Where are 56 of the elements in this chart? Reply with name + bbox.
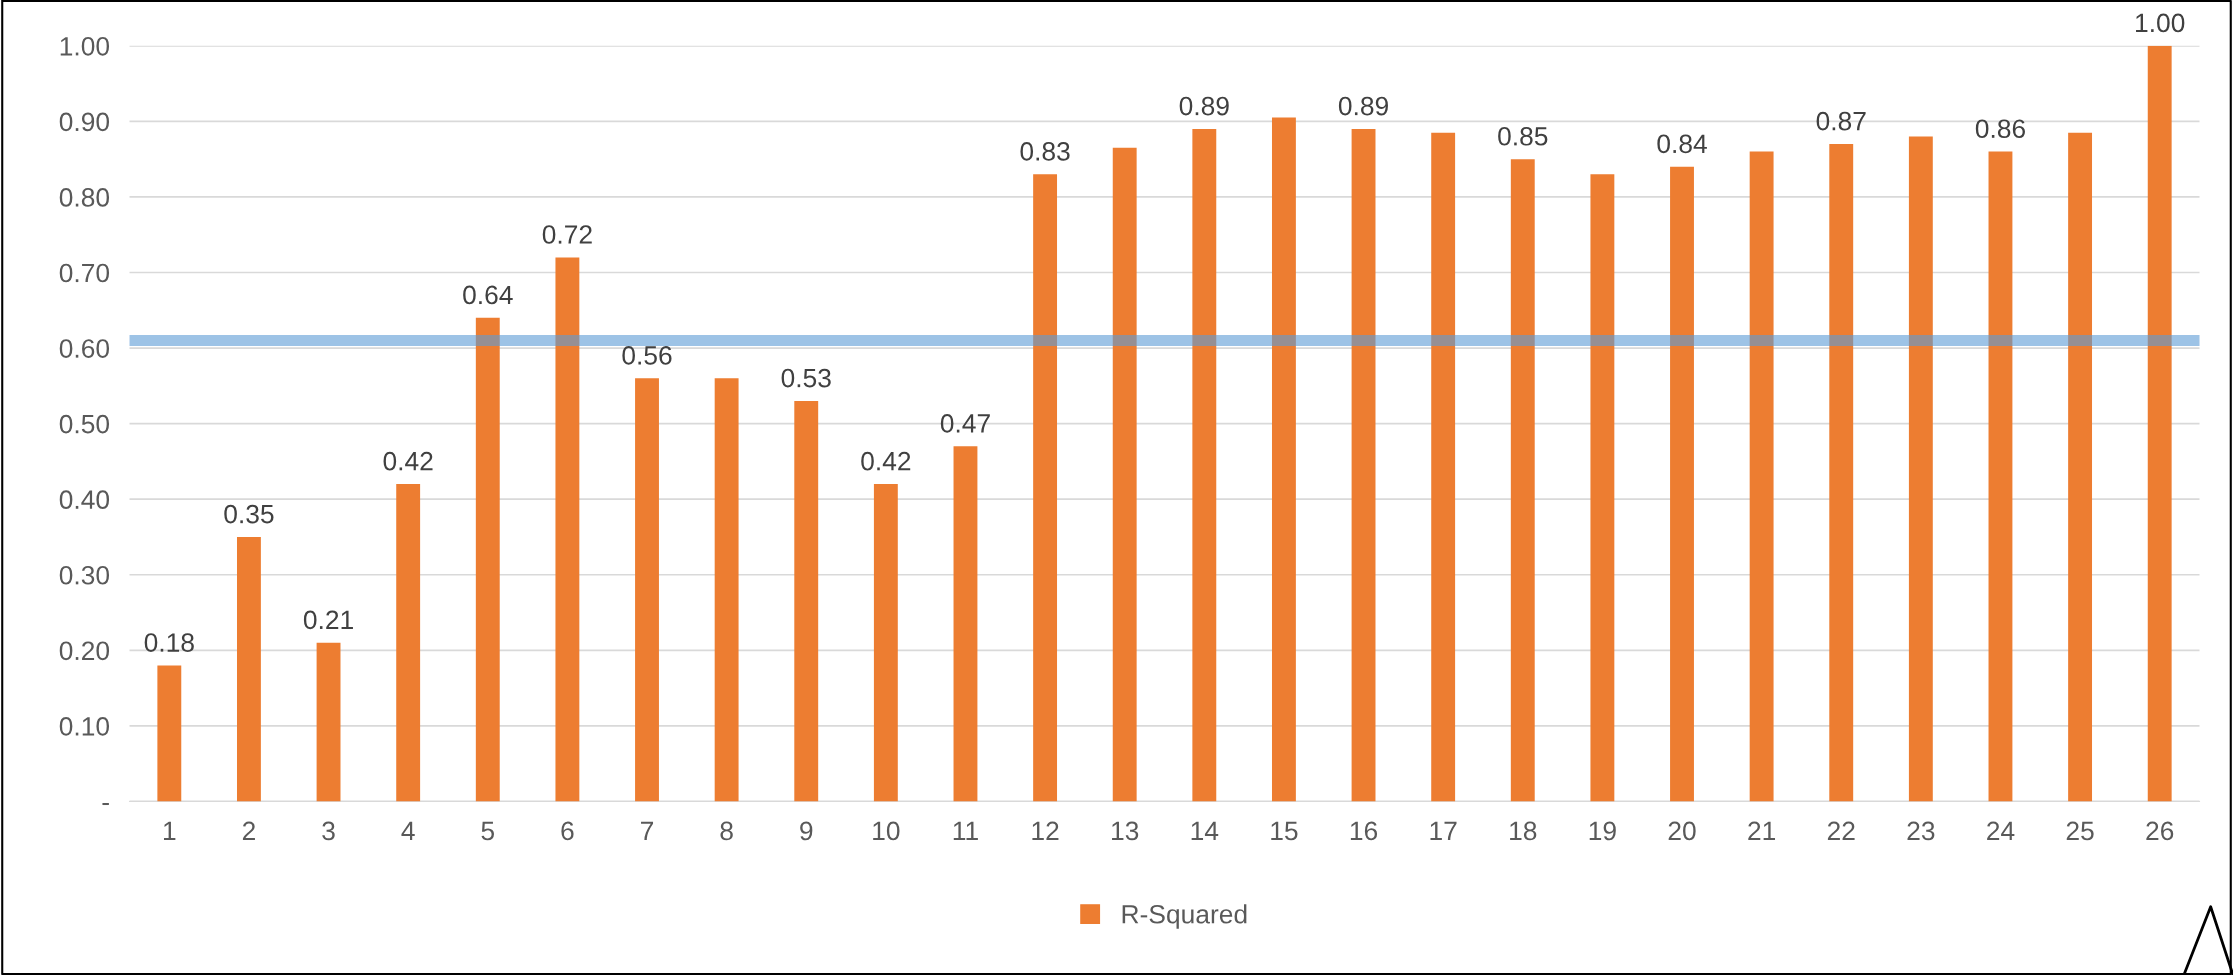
x-tick-label: 8 bbox=[720, 821, 733, 841]
y-tick-label: 0.10 bbox=[59, 717, 110, 736]
data-label: 0.72 bbox=[542, 225, 592, 244]
data-label: 0.87 bbox=[1816, 111, 1866, 131]
x-tick-label: 19 bbox=[1589, 821, 1616, 841]
data-label: 0.56 bbox=[622, 346, 672, 365]
x-tick-label: 18 bbox=[1510, 821, 1537, 841]
data-label: 0.84 bbox=[1657, 134, 1707, 154]
x-tick-label: 5 bbox=[481, 821, 495, 841]
data-label: 0.89 bbox=[1338, 96, 1388, 116]
x-tick-label: 21 bbox=[1748, 821, 1776, 841]
data-label: 0.53 bbox=[781, 368, 831, 388]
data-label: 0.42 bbox=[383, 451, 433, 471]
data-label: 0.47 bbox=[940, 414, 990, 433]
data-label: 0.89 bbox=[1179, 96, 1229, 116]
x-tick-label: 24 bbox=[1987, 821, 2015, 841]
y-tick-label: - bbox=[102, 802, 109, 806]
x-tick-label: 11 bbox=[953, 821, 978, 841]
x-tick-label: 2 bbox=[242, 821, 255, 841]
x-tick-label: 15 bbox=[1271, 821, 1298, 841]
x-tick-label: 10 bbox=[873, 821, 900, 841]
x-tick-label: 23 bbox=[1907, 821, 1935, 841]
data-label: 0.42 bbox=[861, 451, 911, 471]
x-tick-label: 9 bbox=[800, 821, 813, 841]
data-label: 1.00 bbox=[2136, 13, 2185, 33]
x-tick-label: 17 bbox=[1430, 821, 1457, 841]
x-tick-label: 22 bbox=[1827, 821, 1855, 841]
x-tick-label: 25 bbox=[2066, 821, 2094, 841]
y-tick-label: 0.40 bbox=[59, 490, 110, 510]
y-tick-label: 1.00 bbox=[60, 36, 110, 56]
x-tick-label: 6 bbox=[561, 821, 574, 841]
y-tick-label: 0.80 bbox=[59, 188, 110, 207]
data-label: 0.18 bbox=[144, 633, 194, 652]
y-tick-label: 0.20 bbox=[59, 641, 110, 661]
data-label: 0.85 bbox=[1498, 126, 1548, 146]
y-tick-label: 0.70 bbox=[59, 263, 110, 283]
x-tick-label: 26 bbox=[2146, 821, 2174, 841]
x-tick-label: 13 bbox=[1112, 821, 1139, 841]
legend-label: R-Squared bbox=[1122, 904, 1247, 929]
x-tick-label: 20 bbox=[1668, 821, 1696, 841]
x-tick-label: 12 bbox=[1032, 821, 1059, 841]
x-tick-label: 1 bbox=[164, 821, 176, 841]
x-tick-label: 14 bbox=[1191, 821, 1219, 841]
data-label: 0.64 bbox=[463, 285, 513, 305]
x-tick-label: 4 bbox=[401, 821, 415, 841]
data-label: 0.86 bbox=[1975, 119, 2025, 139]
y-tick-label: 0.50 bbox=[59, 414, 110, 434]
y-tick-label: 0.90 bbox=[59, 112, 110, 132]
y-tick-label: 0.30 bbox=[59, 565, 110, 585]
x-tick-label: 16 bbox=[1350, 821, 1378, 841]
x-tick-label: 7 bbox=[641, 821, 654, 841]
data-label: 0.83 bbox=[1020, 142, 1070, 161]
data-label: 0.21 bbox=[303, 610, 353, 630]
x-tick-label: 3 bbox=[322, 821, 335, 841]
y-tick-label: 0.60 bbox=[59, 339, 110, 358]
data-label: 0.35 bbox=[224, 504, 274, 524]
